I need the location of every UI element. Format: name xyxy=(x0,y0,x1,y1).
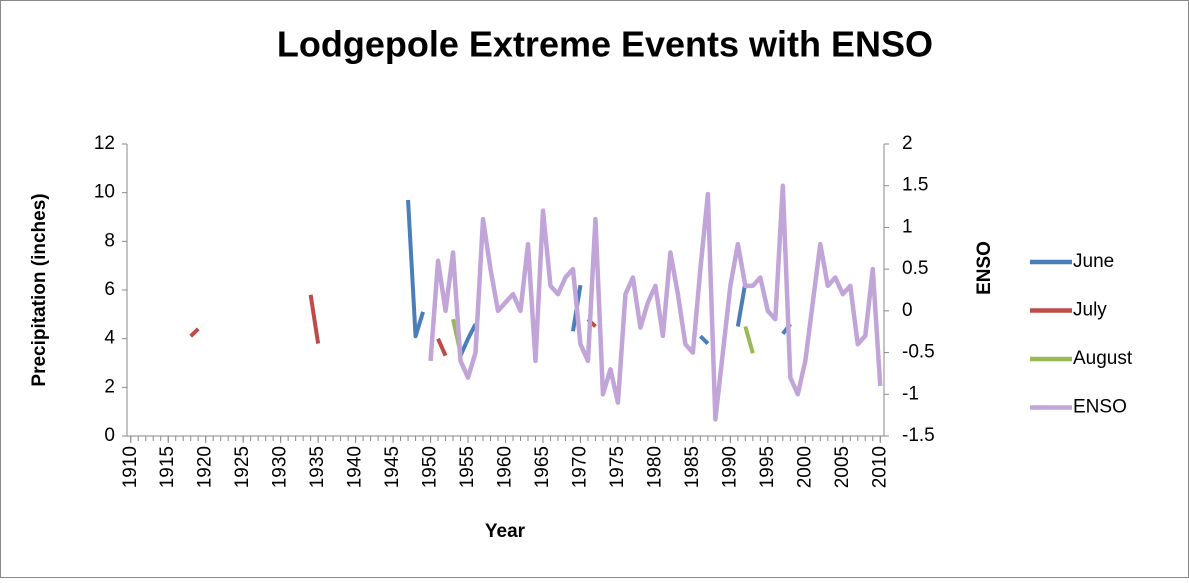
x-axis-label: Year xyxy=(485,521,526,542)
x-tick-label: 1990 xyxy=(719,446,740,488)
y-tick-label: 0 xyxy=(104,425,115,446)
y-tick-label: 4 xyxy=(104,328,115,349)
chart-title: Lodgepole Extreme Events with ENSO xyxy=(277,24,933,65)
y2-tick-label: 0 xyxy=(902,300,913,321)
x-tick-label: 2000 xyxy=(794,446,815,488)
x-tick-label: 1940 xyxy=(345,446,366,488)
y2-tick-label: -0.5 xyxy=(902,342,935,363)
x-tick-label: 1920 xyxy=(195,446,216,488)
x-tick-label: 1960 xyxy=(495,446,516,488)
series-line xyxy=(428,183,883,422)
y-tick-label: 12 xyxy=(94,133,115,154)
y2-tick-label: -1.5 xyxy=(902,425,935,446)
y-tick-label: 10 xyxy=(94,182,115,203)
x-tick-label: 1965 xyxy=(532,446,553,488)
x-tick-label: 2010 xyxy=(869,446,890,488)
y-axis-label: Precipitation (inches) xyxy=(29,193,50,386)
x-tick-label: 1915 xyxy=(157,446,178,488)
x-tick-label: 1925 xyxy=(232,446,253,488)
x-tick-label: 1980 xyxy=(644,446,665,488)
y2-tick-label: 1.5 xyxy=(902,175,928,196)
x-tick-label: 1985 xyxy=(682,446,703,488)
y-tick-label: 8 xyxy=(104,230,115,251)
legend-label: June xyxy=(1073,251,1114,272)
x-tick-label: 1950 xyxy=(420,446,441,488)
x-tick-label: 2005 xyxy=(832,446,853,488)
x-tick-label: 1930 xyxy=(270,446,291,488)
y2-tick-label: 0.5 xyxy=(902,258,928,279)
x-tick-label: 1910 xyxy=(120,446,141,488)
x-tick-label: 1970 xyxy=(569,446,590,488)
y-tick-label: 6 xyxy=(104,279,115,300)
y2-tick-label: 2 xyxy=(902,133,913,154)
y-tick-label: 2 xyxy=(104,376,115,397)
x-tick-label: 1995 xyxy=(757,446,778,488)
x-tick-label: 1935 xyxy=(307,446,328,488)
y2-tick-label: 1 xyxy=(902,216,913,237)
y2-tick-label: -1 xyxy=(902,383,919,404)
x-tick-label: 1945 xyxy=(382,446,403,488)
legend-label: July xyxy=(1073,300,1107,321)
series-line xyxy=(189,294,597,357)
legend-label: ENSO xyxy=(1073,397,1127,418)
x-tick-label: 1975 xyxy=(607,446,628,488)
legend-label: August xyxy=(1073,348,1133,369)
x-tick-label: 1955 xyxy=(457,446,478,488)
y2-axis-label: ENSO xyxy=(974,241,995,295)
